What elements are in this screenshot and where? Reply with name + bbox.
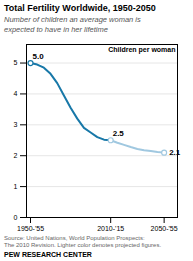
svg-text:3: 3 — [14, 121, 18, 128]
svg-text:2010-'15: 2010-'15 — [97, 226, 124, 233]
svg-text:1950-'55: 1950-'55 — [17, 226, 44, 233]
svg-text:2: 2 — [14, 152, 18, 159]
svg-text:5.0: 5.0 — [33, 52, 45, 61]
html-text:Total Fertility Worldwide, 195: Total Fertility Worldwide, 1950-2050 — [4, 3, 156, 13]
svg-text:2.5: 2.5 — [113, 129, 125, 138]
svg-text:5: 5 — [14, 59, 18, 66]
html-text:Source: United Nations, World: Source: United Nations, World Population… — [4, 234, 162, 248]
svg-text:0: 0 — [14, 214, 18, 221]
svg-text:2050-'55: 2050-'55 — [151, 226, 178, 233]
svg-text:4: 4 — [14, 90, 18, 97]
svg-text:Children per woman: Children per woman — [108, 47, 175, 55]
html-text:Number of children an average: Number of children an average woman is e… — [4, 15, 141, 34]
svg-text:2.1: 2.1 — [169, 148, 181, 157]
html-text:PEW RESEARCH CENTER: PEW RESEARCH CENTER — [4, 251, 92, 258]
svg-text:1: 1 — [14, 183, 18, 190]
